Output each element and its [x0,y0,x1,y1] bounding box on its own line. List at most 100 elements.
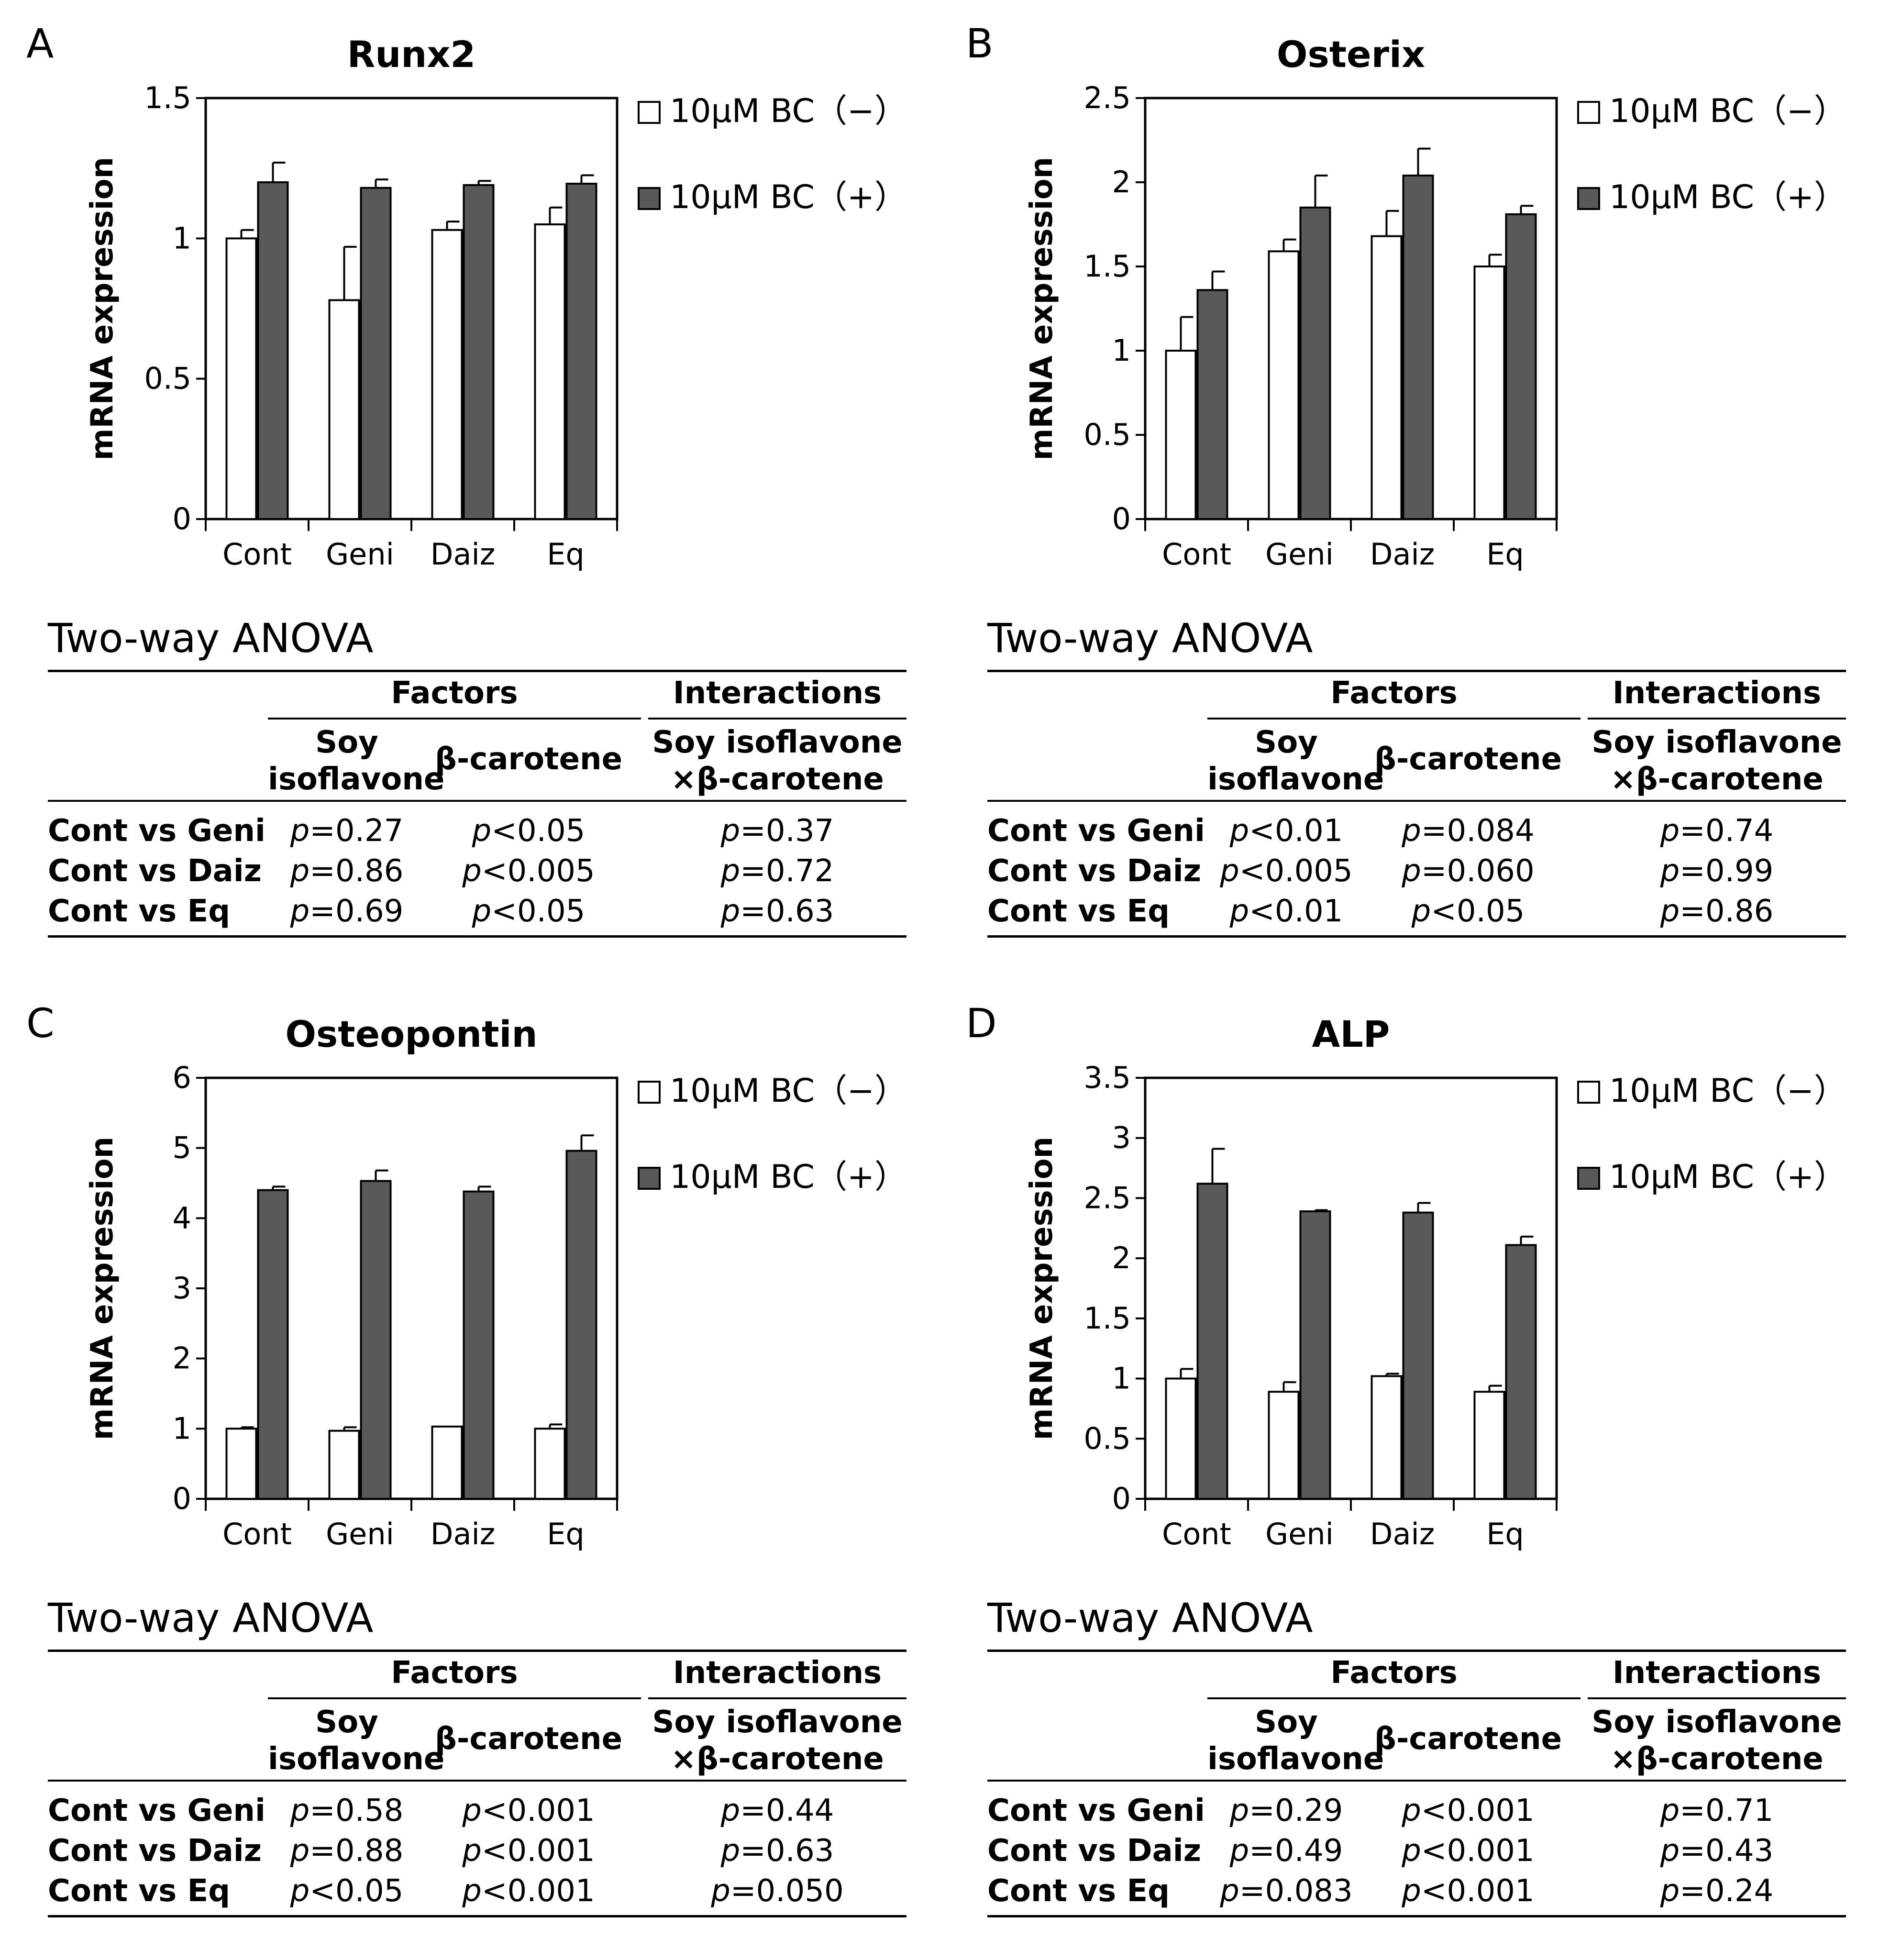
p-value-text: <0.001 [1421,1873,1535,1909]
bar-bc-plus [565,182,597,520]
interactions-header: Interactions [673,675,882,711]
soy-header-line2: isoflavone [1207,762,1384,797]
y-tick-label: 0.5 [144,361,191,396]
factors-rule [268,718,641,720]
p-value: p=0.27 [268,813,426,849]
p-symbol: p [1229,1793,1249,1828]
p-symbol: p [462,1833,482,1869]
p-value: p<0.005 [1207,853,1365,889]
p-value-text: =0.083 [1239,1873,1353,1909]
p-symbol: p [1660,813,1680,849]
bar-bc-plus [1402,174,1434,520]
p-value-text: <0.001 [1421,1833,1535,1869]
legend-label-bc-minus: 10μM BC（−） [670,92,907,130]
interactions-header: Interactions [1612,1655,1822,1691]
interaction-header-line2: ×β-carotene [1610,762,1824,797]
p-value-text: =0.72 [740,853,834,889]
x-tick-label: Daiz [431,537,496,572]
legend-label-bc-plus: 10μM BC（+） [670,178,907,216]
p-symbol: p [720,853,741,889]
bar-bc-minus [431,229,463,520]
panel-c: C Osteopontin 0 1 2 3 4 5 6 mRNA expression Cont Ge… [0,980,940,1960]
bar-bc-plus [1505,1244,1537,1500]
p-symbol: p [1411,894,1431,929]
p-value-text: =0.37 [740,813,834,849]
p-value-text: =0.29 [1249,1793,1343,1828]
bar-bc-plus [360,187,392,520]
interactions-rule [648,1697,906,1699]
bar-bc-plus [463,1190,495,1500]
interaction-header-line2: ×β-carotene [671,762,884,797]
p-value: p<0.001 [1370,1833,1566,1869]
factors-header: Factors [391,1655,518,1691]
panel-letter: D [966,1000,997,1047]
p-value-text: <0.05 [491,894,586,929]
p-symbol: p [720,1833,741,1869]
p-symbol: p [1220,853,1239,889]
y-tick-label: 3 [173,1271,191,1306]
x-tick-label: Daiz [1370,1517,1435,1551]
header-bottom-rule [48,1780,906,1782]
p-symbol: p [462,1793,482,1828]
p-value: p<0.01 [1207,813,1365,849]
beta-carotene-header: β-carotene [1374,1721,1562,1757]
p-value: p<0.05 [431,894,627,929]
y-tick-label: 1.5 [1083,249,1131,284]
legend-swatch-bc-minus [638,1081,661,1104]
x-tick-label: Eq [547,537,585,572]
interactions-rule [648,718,906,720]
beta-carotene-header: β-carotene [435,742,622,777]
p-value: p=0.083 [1207,1873,1365,1909]
legend-label-bc-minus: 10μM BC（−） [670,1072,907,1110]
p-symbol: p [290,813,310,849]
p-value-text: <0.01 [1249,894,1343,929]
p-value: p=0.084 [1370,813,1566,849]
header-bottom-rule [987,1780,1846,1782]
interaction-header-line1: Soy isoflavone [652,1705,903,1740]
p-value: p=0.050 [648,1873,906,1909]
y-tick-label: 2.5 [1083,80,1131,115]
anova-table: Factors Interactions Soy isoflavone β-carote… [48,670,923,942]
interaction-header-line1: Soy isoflavone [1592,725,1842,760]
p-value: p<0.001 [431,1833,627,1869]
p-value: p=0.63 [648,1833,906,1869]
p-symbol: p [472,813,492,849]
y-axis-label: mRNA expression [85,1137,120,1440]
legend-label-bc-plus: 10μM BC（+） [670,1158,907,1196]
bar-bc-plus [1299,1210,1331,1500]
x-tick-label: Eq [1486,1517,1524,1551]
p-value-text: =0.060 [1421,853,1535,889]
p-value: p=0.69 [268,894,426,929]
bar-bc-minus [1473,1391,1505,1500]
panel-letter: A [26,20,54,67]
p-symbol: p [290,1833,310,1869]
p-value-text: =0.43 [1680,1833,1774,1869]
soy-header-line2: isoflavone [1207,1741,1384,1777]
p-value-text: <0.05 [1431,894,1525,929]
p-value-text: =0.86 [309,853,404,889]
p-value-text: <0.005 [1239,853,1353,889]
row-label: Cont vs Geni [48,1793,265,1828]
p-value: p=0.99 [1588,853,1846,889]
p-value-text: =0.24 [1680,1873,1774,1909]
p-symbol: p [1402,1833,1421,1869]
p-symbol: p [462,853,482,889]
anova-title: Two-way ANOVA [987,1595,1313,1641]
legend-swatch-bc-plus [638,1167,661,1190]
legend-label-bc-plus: 10μM BC（+） [1609,178,1846,216]
p-symbol: p [472,894,492,929]
row-label: Cont vs Geni [987,1793,1205,1828]
x-tick-label: Daiz [431,1517,496,1551]
p-value-text: =0.99 [1680,853,1774,889]
legend-swatch-bc-plus [638,187,661,210]
bar-bc-plus [463,184,495,520]
y-tick-label: 1 [1112,1361,1131,1396]
x-tick-label: Cont [1162,1517,1231,1551]
interaction-header-line2: ×β-carotene [1610,1741,1824,1777]
chart-title: Osteopontin [285,1013,537,1055]
p-value-text: <0.001 [481,1873,595,1909]
y-axis-label: mRNA expression [85,157,120,460]
p-symbol: p [1402,813,1421,849]
bar-bc-plus [1196,289,1228,520]
y-tick-label: 0 [1112,501,1131,536]
